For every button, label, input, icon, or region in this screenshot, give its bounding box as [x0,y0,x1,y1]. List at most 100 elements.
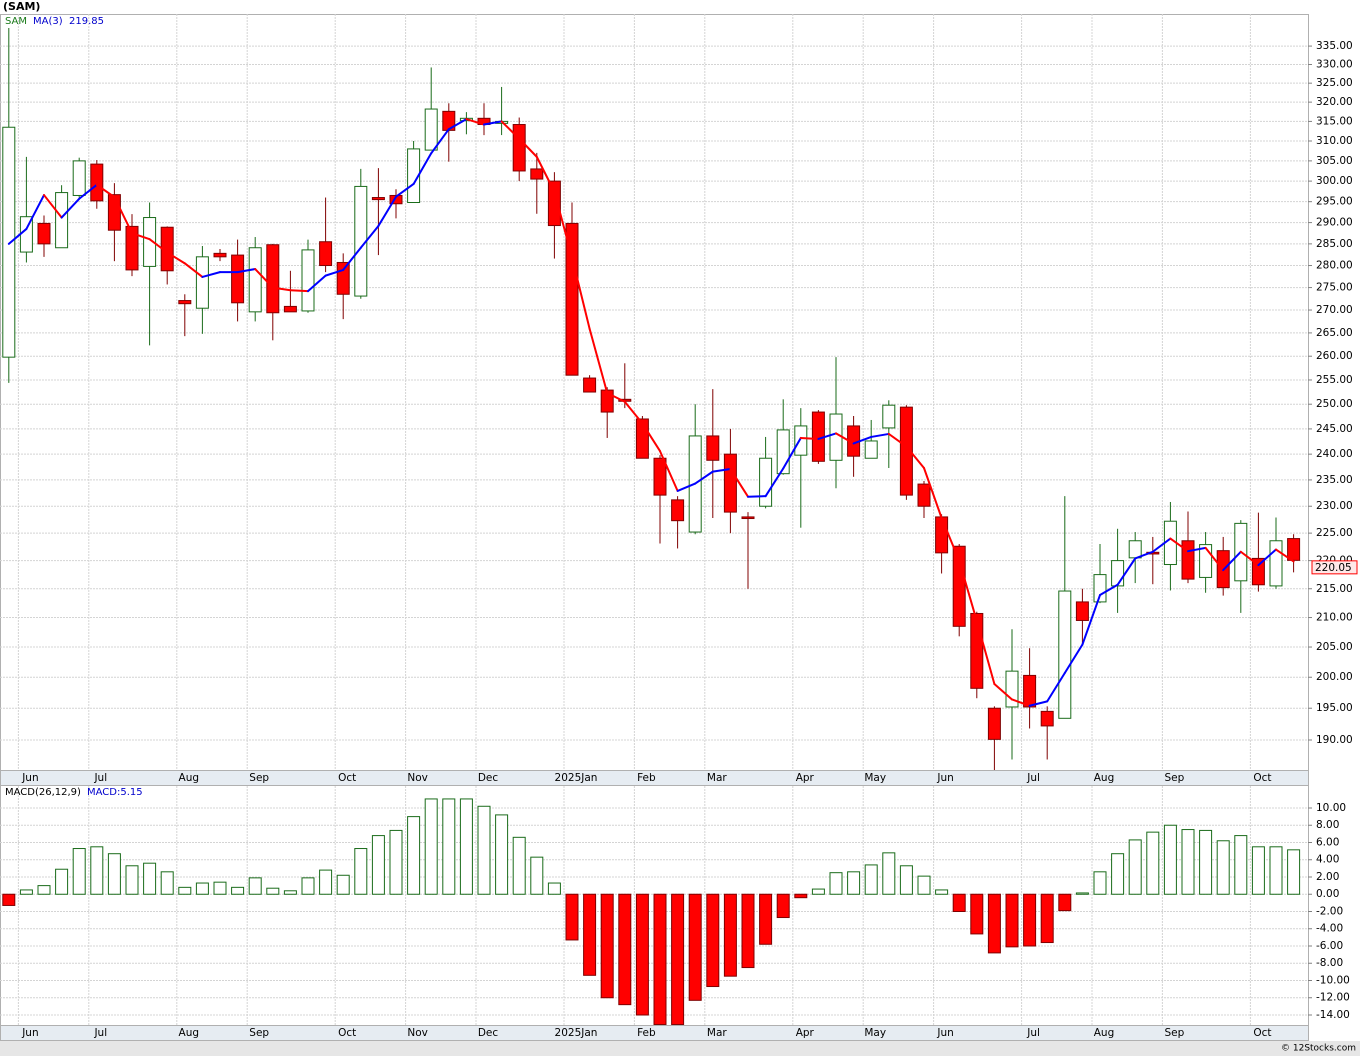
ma-segment [782,436,802,470]
y-tick-label: 295.00 [1316,196,1353,208]
x-tick-label: Jun [21,772,38,784]
ma-segment [307,274,327,293]
macd-bar [583,893,597,976]
ma-segment [395,182,415,198]
macd-bar [55,868,69,895]
macd-bar [90,846,104,895]
ma-segment [958,559,978,623]
macd-bar [1128,839,1142,895]
ma-segment [764,467,785,498]
ma-segment [1011,698,1031,707]
ma-segment [324,268,345,277]
macd-bar [1199,829,1213,895]
ma-segment [588,327,609,394]
candle-body [319,241,333,267]
ma-segment [1081,594,1101,646]
macd-bar [424,798,438,895]
x-tick-label: Jul [93,772,107,784]
y-tick-label: -14.00 [1316,1009,1350,1021]
x-tick-label: Jun [936,1027,953,1039]
candle-body [671,499,685,522]
candle-body [952,545,966,627]
macd-bar [407,816,421,895]
macd-bar [231,886,245,895]
footer: © 12Stocks.com [1281,1044,1356,1054]
candle-body [213,252,227,258]
ma-segment [7,227,28,245]
macd-bar [512,836,526,895]
x-tick-label: 2025Jan [555,1027,598,1039]
ma-segment [1046,671,1066,703]
ma-segment [535,155,556,193]
macd-bar [107,853,121,895]
x-tick-label: Nov [407,772,428,784]
macd-bar [442,798,456,895]
x-tick-label: Oct [1253,772,1271,784]
ma-segment [711,468,732,473]
y-tick-label: 225.00 [1316,527,1353,539]
ma-segment [1151,537,1172,553]
ma-segment [1116,557,1137,586]
y-tick-label: 290.00 [1316,217,1353,229]
candle-body [1040,710,1054,727]
price-panel [0,14,1309,771]
ma-segment [623,400,644,425]
ma-segment [553,190,573,259]
candle-body [125,225,139,271]
y-tick-label: 240.00 [1316,448,1353,460]
x-tick-label: Aug [1094,1027,1115,1039]
y-tick-label: -6.00 [1316,940,1343,952]
ma-segment [500,120,521,140]
legend-symbol: SAM [5,16,27,27]
y-tick-label: 250.00 [1316,398,1353,410]
ma-segment [835,432,855,445]
macd-date-strip [0,1025,1309,1041]
candle-body [55,192,69,249]
macd-bar [266,887,280,895]
ma-segment [377,195,397,227]
x-tick-label: Sep [1165,1027,1185,1039]
candle-body [917,483,931,507]
ma-segment [465,118,485,126]
ma-segment [1239,550,1260,567]
macd-bar [1216,840,1230,895]
macd-bar [688,893,702,1001]
macd-bar [1040,893,1054,944]
macd-bar [970,893,984,935]
ma-segment [659,450,679,492]
ma-segment [1275,548,1295,563]
ma-segment [1222,550,1242,572]
ma-segment [43,194,63,219]
macd-bar [1005,893,1019,948]
macd-bar [917,875,931,895]
ma-segment [113,196,133,235]
candle-body [143,217,157,267]
macd-bar [301,877,315,895]
macd-bar [319,869,333,895]
macd-bar [741,893,755,969]
candle-body [195,256,209,309]
candle-body [1128,540,1142,559]
y-tick-label: 330.00 [1316,58,1353,70]
macd-bar [706,893,720,988]
macd-bar [72,848,86,895]
macd-bar [987,893,1001,954]
macd-bar [1181,829,1195,895]
y-tick-label: 0.00 [1316,888,1339,900]
candle-body [547,180,561,227]
candle-body [424,108,438,151]
macd-bar [618,893,632,1006]
y-tick-label: -8.00 [1316,957,1343,969]
ma-segment [430,128,450,155]
macd-bar [283,890,297,895]
y-tick-label: 280.00 [1316,260,1353,272]
ma-segment [887,432,908,448]
x-tick-label: Jul [1026,1027,1040,1039]
macd-value-name: MACD: [87,787,120,798]
candle-body [741,516,755,520]
candle-body [1093,574,1107,603]
ma-segment [1134,550,1154,560]
candle-body [794,425,808,456]
ma-segment [641,422,661,453]
candle-body [864,440,878,459]
